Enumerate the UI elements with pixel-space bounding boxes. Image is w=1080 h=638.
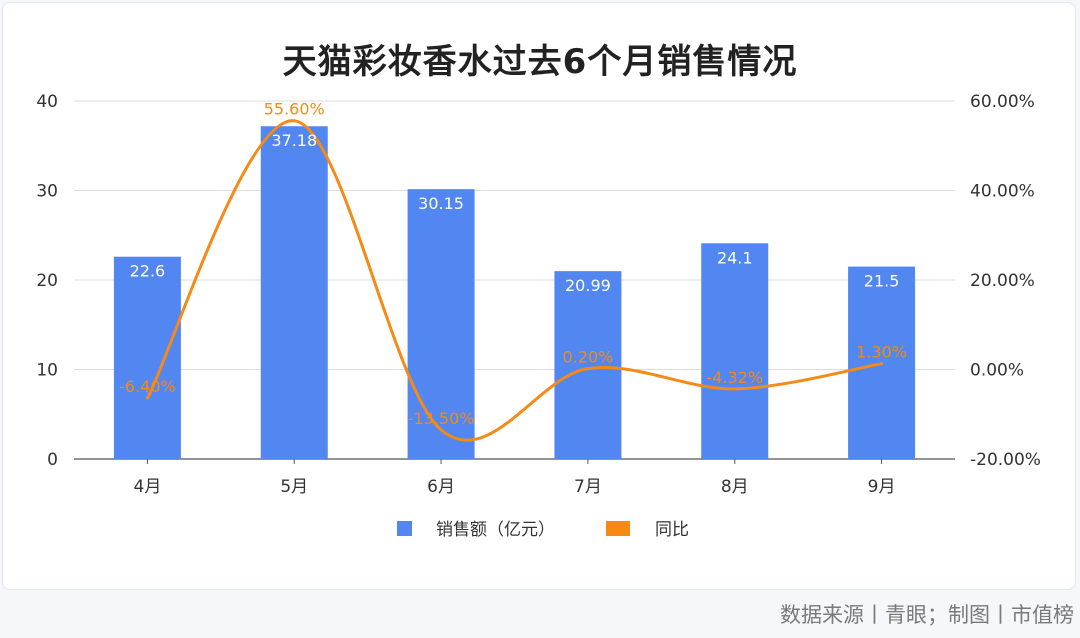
line-data-label: -13.50% bbox=[408, 409, 475, 428]
y-right-tick-label: 60.00% bbox=[970, 92, 1035, 112]
line-point bbox=[292, 119, 296, 123]
chart-title: 天猫彩妆香水过去6个月销售情况 bbox=[282, 42, 798, 82]
y-left-tick-label: 40 bbox=[36, 92, 58, 112]
bar-data-label: 24.1 bbox=[717, 248, 753, 267]
line-point bbox=[145, 396, 149, 400]
legend-label-yoy: 同比 bbox=[655, 520, 689, 540]
y-right-tick-label: -20.00% bbox=[970, 450, 1041, 470]
bar-data-label: 20.99 bbox=[565, 276, 611, 295]
data-source-footer: 数据来源丨青眼；制图丨市值榜 bbox=[780, 603, 1074, 627]
x-tick-label: 7月 bbox=[574, 477, 602, 497]
bar bbox=[260, 126, 328, 459]
x-tick-label: 8月 bbox=[721, 477, 749, 497]
bar bbox=[554, 271, 622, 459]
x-tick-label: 5月 bbox=[280, 477, 308, 497]
y-left-tick-label: 20 bbox=[36, 271, 58, 291]
combo-chart: 0 10 20 30 40 -20.00% 0.00% 20.00% 40.00% 60.00% 4… bbox=[36, 92, 1041, 540]
bar bbox=[701, 243, 769, 459]
line-data-label: 55.60% bbox=[264, 100, 325, 119]
line-data-label: -6.40% bbox=[119, 377, 176, 396]
line-data-label: -4.32% bbox=[706, 368, 763, 387]
legend-label-sales: 销售额（亿元） bbox=[436, 520, 555, 540]
y-left-tick-label: 10 bbox=[36, 361, 58, 381]
bar bbox=[407, 189, 475, 459]
bar-data-label: 21.5 bbox=[864, 272, 900, 291]
legend-swatch-yoy bbox=[606, 521, 630, 536]
legend-swatch-sales bbox=[397, 521, 412, 536]
y-left-tick-label: 0 bbox=[47, 450, 58, 470]
y-right-tick-label: 40.00% bbox=[970, 182, 1035, 202]
bar bbox=[113, 256, 181, 459]
line-point bbox=[586, 367, 590, 371]
bar-data-label: 37.18 bbox=[271, 131, 317, 150]
y-right-tick-label: 20.00% bbox=[970, 271, 1035, 291]
bar-data-label: 22.6 bbox=[130, 262, 166, 281]
line-data-label: 0.20% bbox=[563, 348, 614, 367]
line-data-label: 1.30% bbox=[856, 343, 907, 362]
x-tick-label: 9月 bbox=[868, 477, 896, 497]
line-point bbox=[733, 387, 737, 391]
y-left-tick-label: 30 bbox=[36, 182, 58, 202]
x-tick-label: 4月 bbox=[134, 477, 162, 497]
line-point bbox=[439, 428, 443, 432]
bar-data-label: 30.15 bbox=[418, 194, 464, 213]
x-tick-label: 6月 bbox=[427, 477, 455, 497]
y-right-tick-label: 0.00% bbox=[970, 361, 1024, 381]
line-point bbox=[880, 362, 884, 366]
